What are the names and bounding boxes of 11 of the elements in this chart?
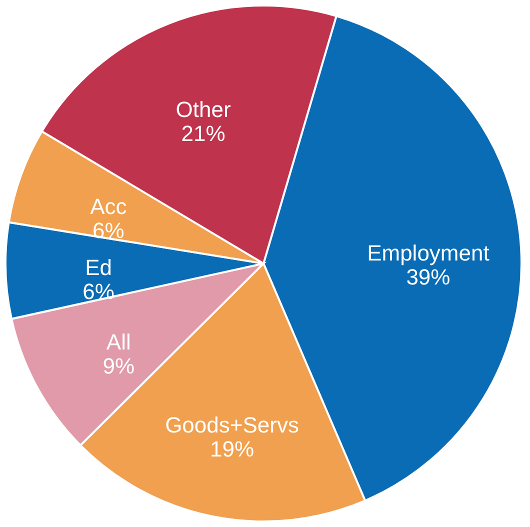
- slice-label: Goods+Servs: [165, 412, 299, 438]
- data-label: 21%: [181, 120, 226, 146]
- slice-label: Other: [176, 96, 231, 122]
- slice-label: All: [106, 329, 131, 354]
- data-label: 39%: [406, 264, 450, 290]
- slice-label: Ed: [85, 255, 112, 280]
- slice-label: Employment: [367, 240, 490, 266]
- data-label: 19%: [210, 436, 254, 462]
- data-label: 9%: [102, 353, 135, 378]
- data-label: 6%: [82, 279, 114, 304]
- slice-label: Acc: [90, 194, 127, 220]
